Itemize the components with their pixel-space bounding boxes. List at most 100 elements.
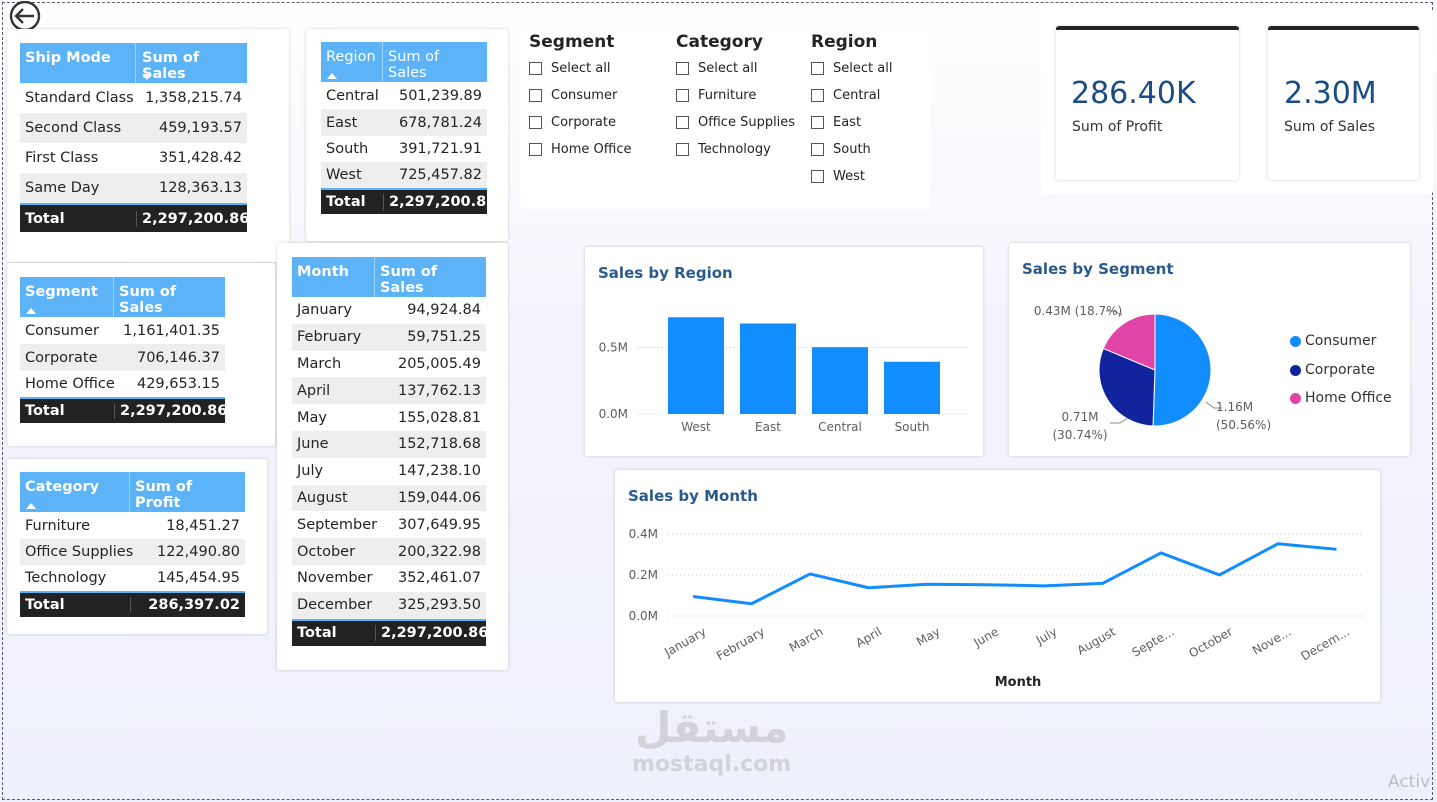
region-slicer-item[interactable]: South bbox=[811, 142, 871, 157]
bar-central[interactable] bbox=[812, 347, 868, 414]
leader-line bbox=[1106, 310, 1123, 316]
category-table: Category Sum of Profit Furniture 18,451.2… bbox=[20, 472, 245, 617]
legend-item-home-office[interactable]: Home Office bbox=[1290, 390, 1392, 406]
category-slicer-item[interactable]: Furniture bbox=[676, 88, 756, 103]
watermark-arabic-text: مستقل bbox=[634, 703, 789, 752]
x-tick-label: West bbox=[681, 420, 711, 434]
checkbox-icon[interactable] bbox=[529, 88, 542, 102]
table-row: March 205,005.49 bbox=[297, 355, 481, 372]
x-tick-label: January bbox=[661, 624, 708, 659]
region-slicer-item[interactable]: West bbox=[811, 169, 865, 184]
back-arrow-icon[interactable] bbox=[8, 1, 42, 31]
region-slicer-item[interactable]: East bbox=[811, 115, 861, 130]
checkbox-icon[interactable] bbox=[529, 115, 542, 129]
pie-slice-corporate[interactable] bbox=[1098, 347, 1156, 427]
watermark: مستقل mostaql.com bbox=[632, 704, 791, 778]
pie-slice-home-office[interactable] bbox=[1102, 313, 1156, 371]
ship-mode-table: Ship Mode Sum of Sales Standard Class 1,3… bbox=[20, 43, 249, 232]
slicer-item-label: Home Office bbox=[551, 141, 632, 157]
checkbox-icon[interactable] bbox=[811, 142, 824, 156]
column-header-segment[interactable]: Segment bbox=[20, 277, 114, 317]
category-slicer-item[interactable]: Office Supplies bbox=[676, 115, 795, 130]
x-tick-label: April bbox=[853, 624, 884, 650]
bar-west[interactable] bbox=[668, 317, 724, 414]
pie-slice-consumer[interactable] bbox=[1152, 313, 1212, 427]
slicer-item-label: East bbox=[833, 114, 862, 130]
legend-item-consumer[interactable]: Consumer bbox=[1290, 333, 1376, 349]
leader-line bbox=[1205, 401, 1222, 409]
column-header-ship-mode[interactable]: Ship Mode bbox=[20, 43, 136, 83]
x-tick-label: Nove... bbox=[1250, 624, 1294, 657]
x-tick-label: South bbox=[895, 420, 930, 434]
pie-data-label: 1.16M bbox=[1216, 400, 1253, 414]
checkbox-icon[interactable] bbox=[676, 115, 689, 129]
x-tick-label: East bbox=[755, 420, 781, 434]
column-header-sum-of-sales[interactable]: Sum of Sales bbox=[119, 284, 177, 316]
checkbox-icon[interactable] bbox=[529, 62, 542, 75]
table-row: First Class 351,428.42 bbox=[25, 150, 242, 166]
sales-by-month-chart: 0.0M 0.2M 0.4M January February March April May… bbox=[629, 527, 1364, 690]
table-total-row: Total 286,397.02 bbox=[20, 591, 245, 617]
slicer-item-label: Select all bbox=[551, 61, 611, 76]
table-row: September 307,649.95 bbox=[297, 516, 481, 533]
column-header-region[interactable]: Region bbox=[321, 42, 383, 82]
checkbox-icon[interactable] bbox=[811, 169, 824, 183]
column-header-sum-of-sales[interactable]: Sum of Sales bbox=[142, 50, 200, 82]
sales-line[interactable] bbox=[692, 542, 1337, 606]
sales-by-region-title: Sales by Region bbox=[598, 264, 733, 282]
checkbox-icon[interactable] bbox=[529, 142, 542, 156]
month-table: Month Sum of Sales January 94,924.84 Febru… bbox=[292, 257, 488, 646]
bar-south[interactable] bbox=[884, 361, 940, 414]
checkbox-icon[interactable] bbox=[676, 88, 689, 102]
table-row: October 200,322.98 bbox=[292, 538, 486, 565]
x-tick-label: May bbox=[914, 624, 942, 649]
x-tick-label: August bbox=[1075, 624, 1119, 657]
segment-slicer-item[interactable]: Corporate bbox=[529, 115, 616, 130]
column-header-sum-of-sales[interactable]: Sum of Sales bbox=[388, 49, 440, 81]
leader-line bbox=[1110, 417, 1129, 424]
segment-slicer-item[interactable]: Select all bbox=[529, 61, 610, 76]
segment-table: Segment Sum of Sales Consumer 1,161,401.3… bbox=[20, 277, 227, 423]
segment-slicer-item[interactable]: Home Office bbox=[529, 142, 631, 157]
x-tick-label: October bbox=[1186, 624, 1235, 660]
table-row: August 159,044.06 bbox=[292, 484, 486, 512]
region-slicer-item[interactable]: Select all bbox=[811, 61, 892, 76]
checkbox-icon[interactable] bbox=[811, 62, 824, 75]
pie-data-label: (30.74%) bbox=[1052, 428, 1107, 442]
checkbox-icon[interactable] bbox=[811, 115, 824, 129]
sales-by-segment-title: Sales by Segment bbox=[1022, 260, 1174, 278]
table-row: Home Office 429,653.15 bbox=[25, 376, 220, 392]
bar-east[interactable] bbox=[740, 323, 796, 414]
region-slicer-item[interactable]: Central bbox=[811, 88, 880, 103]
table-row: West 725,457.82 bbox=[321, 162, 487, 188]
slicer-item-label: Office Supplies bbox=[698, 114, 796, 130]
table-row: Corporate 706,146.37 bbox=[20, 344, 225, 371]
slicer-item-label: Technology bbox=[698, 141, 771, 157]
x-tick-label: March bbox=[787, 624, 826, 654]
profit-kpi-value: 286.40K bbox=[1071, 76, 1196, 111]
table-row: Same Day 128,363.13 bbox=[20, 173, 247, 203]
column-header-category[interactable]: Category bbox=[20, 472, 130, 512]
category-slicer-item[interactable]: Select all bbox=[676, 61, 757, 76]
checkbox-icon[interactable] bbox=[811, 88, 824, 102]
region-table: Region Sum of Sales Central 501,239.89 Ea… bbox=[321, 42, 496, 214]
table-row: Technology 145,454.95 bbox=[25, 570, 240, 586]
table-row: Furniture 18,451.27 bbox=[25, 517, 240, 534]
column-header-month[interactable]: Month bbox=[292, 257, 375, 297]
y-tick-label: 0.0M bbox=[629, 609, 658, 623]
table-row: February 59,751.25 bbox=[292, 323, 486, 351]
column-header-sum-of-sales[interactable]: Sum of Sales bbox=[380, 264, 438, 296]
column-header-sum-of-profit[interactable]: Sum of Profit bbox=[135, 479, 193, 511]
segment-slicer-item[interactable]: Consumer bbox=[529, 88, 617, 103]
table-total-row: Total 2,297,200.86 bbox=[20, 397, 227, 423]
checkbox-icon[interactable] bbox=[676, 62, 689, 75]
category-slicer-item[interactable]: Technology bbox=[676, 142, 771, 157]
legend-item-corporate[interactable]: Corporate bbox=[1290, 362, 1375, 378]
slicer-item-label: Select all bbox=[833, 61, 893, 76]
checkbox-icon[interactable] bbox=[676, 142, 689, 156]
x-tick-label: Central bbox=[818, 420, 862, 434]
sales-by-segment-card bbox=[1009, 243, 1410, 456]
slicer-item-label: Central bbox=[833, 87, 881, 103]
table-row: South 391,721.91 bbox=[326, 141, 482, 157]
table-row: Standard Class 1,358,215.74 bbox=[25, 90, 242, 106]
